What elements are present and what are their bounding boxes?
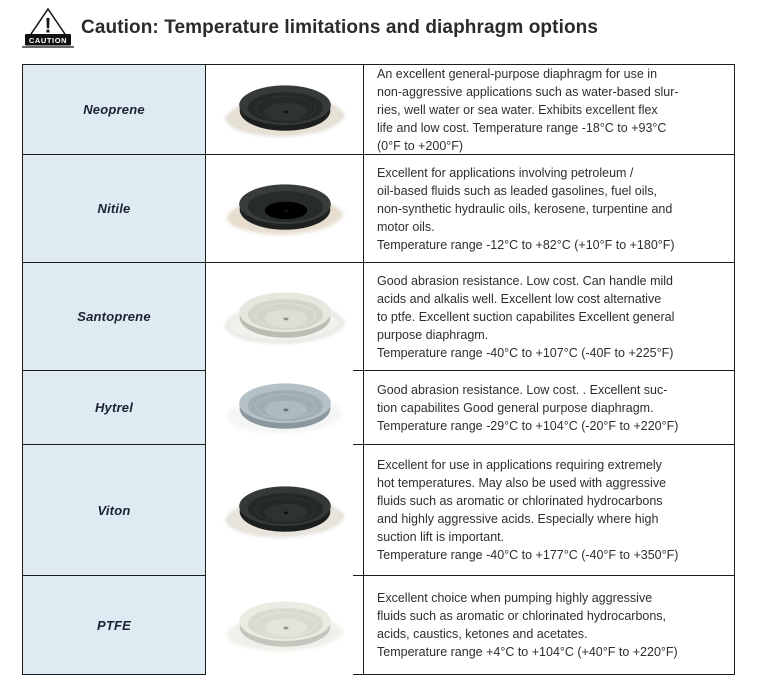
material-name-cell: Santoprene: [22, 263, 205, 371]
material-description: An excellent general-purpose diaphragm f…: [377, 66, 679, 153]
diaphragm-inner-ring: [254, 394, 316, 420]
diaphragm-inner-ring: [254, 303, 316, 329]
material-name: Viton: [97, 502, 131, 518]
material-description: Excellent choice when pumping highly agg…: [377, 591, 678, 659]
diaphragm-center-dot: [282, 510, 288, 514]
page-title: Caution: Temperature limitations and dia…: [81, 17, 599, 38]
table-row: Santoprene Good abrasion resistance. Low…: [22, 263, 735, 371]
material-description-cell: Excellent choice when pumping highly agg…: [353, 576, 735, 675]
material-description: Excellent for applications involving pet…: [377, 165, 675, 252]
table-row: Nitile Excellent for applications involv…: [22, 155, 735, 263]
diaphragm-center-dot: [282, 625, 288, 629]
diaphragm-inner-ring: [254, 95, 316, 121]
material-description: Good abrasion resistance. Low cost. Can …: [377, 273, 675, 360]
material-description-cell: Good abrasion resistance. Low cost. . Ex…: [353, 371, 735, 445]
diaphragm-image-cell: [205, 65, 363, 155]
exclamation-mark: !: [45, 15, 52, 38]
neoprene-diaphragm-image: [225, 84, 344, 136]
caution-banner: [25, 34, 71, 46]
viton-diaphragm-image: [225, 485, 344, 537]
caution-warning-icon: ! CAUTION: [22, 7, 74, 48]
material-name: Hytrel: [94, 400, 134, 415]
diaphragm-inner-ring: [254, 611, 316, 637]
table-row: Hytrel Good abrasion resistance. Low cos…: [22, 371, 735, 445]
nitile-diaphragm-image: [225, 183, 344, 235]
material-name-cell: Nitile: [22, 155, 205, 263]
material-description-cell: Excellent for use in applications requir…: [353, 445, 735, 576]
diaphragm-options-table: Neoprene An excellent general-purpose di…: [22, 64, 735, 675]
diaphragm-center-dot: [282, 408, 288, 412]
table-row: PTFE Excellent choice when pumping highl…: [22, 576, 735, 675]
diaphragm-image-cell: [205, 576, 363, 675]
diaphragm-center-dot: [282, 208, 288, 212]
diaphragm-inner-ring: [254, 496, 316, 522]
material-name: PTFE: [96, 617, 132, 633]
hytrel-diaphragm-image: [225, 383, 344, 434]
material-name: Nitile: [97, 201, 131, 216]
diaphragm-center-dot: [282, 317, 288, 321]
diaphragm-image-cell: [205, 263, 363, 371]
material-description-cell: An excellent general-purpose diaphragm f…: [353, 65, 735, 155]
material-name-cell: Hytrel: [22, 371, 205, 445]
diaphragm-center-dot: [282, 109, 288, 113]
ptfe-diaphragm-image: [225, 600, 344, 652]
table-row: Viton Excellent for use in applications …: [22, 445, 735, 576]
table-row: Neoprene An excellent general-purpose di…: [22, 65, 735, 155]
material-name-cell: Viton: [22, 445, 205, 576]
santoprene-diaphragm-image: [225, 292, 344, 343]
material-description-cell: Good abrasion resistance. Low cost. Can …: [353, 263, 735, 371]
material-description: Excellent for use in applications requir…: [377, 458, 679, 562]
material-name-cell: PTFE: [22, 576, 205, 675]
material-description: Good abrasion resistance. Low cost. . Ex…: [377, 382, 679, 433]
material-name-cell: Neoprene: [22, 65, 205, 155]
material-name: Santoprene: [77, 309, 151, 324]
material-name: Neoprene: [83, 102, 145, 117]
diaphragm-image-cell: [205, 155, 363, 263]
diaphragm-image-cell: [205, 371, 363, 445]
page-header: ! CAUTION Caution: Temperature limitatio…: [0, 6, 757, 50]
caution-banner-label: CAUTION: [29, 36, 67, 45]
material-description-cell: Excellent for applications involving pet…: [353, 155, 735, 263]
diaphragm-image-cell: [205, 445, 363, 576]
